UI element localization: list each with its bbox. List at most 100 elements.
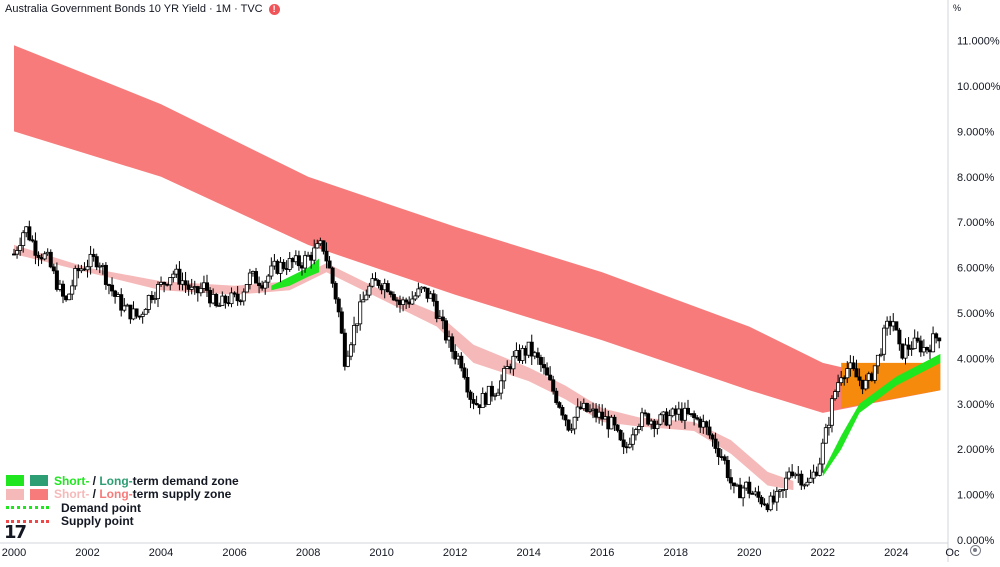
candle-body — [643, 412, 648, 415]
candle-body — [348, 344, 353, 357]
y-tick-label: 7.000% — [957, 217, 995, 229]
candle-body — [404, 299, 409, 303]
candle-body — [829, 398, 834, 426]
demand-suffix-text: term demand zone — [132, 473, 239, 488]
y-tick-label: 1.000% — [957, 490, 995, 502]
candle-body — [18, 245, 23, 251]
candle-body — [440, 316, 445, 322]
tradingview-logo[interactable]: 17 — [4, 522, 27, 543]
candle-body — [909, 348, 914, 350]
candle-body — [474, 402, 479, 406]
candle-body — [339, 311, 344, 334]
candle-body — [768, 495, 773, 511]
demand-short-swatch — [6, 475, 24, 487]
x-tick-label: 2022 — [811, 547, 835, 559]
candle-body — [21, 232, 26, 246]
candle-body — [496, 392, 501, 396]
candle-body — [94, 256, 99, 268]
supply-short-swatch — [6, 488, 24, 500]
candle-body — [450, 336, 455, 352]
candle-body — [67, 293, 72, 301]
candle-body — [413, 295, 418, 300]
candle-body — [633, 429, 638, 436]
candle-body — [168, 277, 173, 286]
y-tick-label: 6.000% — [957, 263, 995, 275]
chart-title: Australia Government Bonds 10 YR Yield ·… — [5, 3, 263, 15]
candle-body — [410, 298, 415, 305]
x-tick-label: 2012 — [443, 547, 467, 559]
candle-body — [912, 337, 917, 349]
candle-body — [823, 427, 828, 444]
candle-body — [756, 491, 761, 498]
candle-body — [70, 285, 75, 295]
candle-body — [784, 477, 789, 490]
candle-body — [695, 417, 700, 420]
candle-body — [241, 291, 246, 302]
y-tick-label: 5.000% — [957, 308, 995, 320]
legend: Short- / Long- term demand zone Short- /… — [6, 474, 239, 528]
candle-body — [934, 333, 939, 339]
candle-body — [61, 283, 66, 297]
demand-point-text: Demand point — [61, 500, 141, 515]
candle-body — [27, 226, 32, 241]
candle-body — [802, 484, 807, 487]
candle-body — [894, 321, 899, 331]
candle-body — [875, 354, 880, 367]
candle-body — [799, 473, 804, 486]
candle-body — [385, 283, 390, 293]
candle-body — [805, 481, 810, 486]
candle-body — [247, 272, 252, 285]
candle-body — [630, 434, 635, 445]
x-tick-label: 2002 — [75, 547, 99, 559]
candle-body — [587, 409, 592, 412]
candle-body — [722, 456, 727, 461]
candle-body — [465, 376, 470, 393]
candle-body — [897, 329, 902, 345]
candle-body — [205, 282, 210, 291]
candle-body — [364, 294, 369, 301]
candle-body — [572, 416, 577, 430]
x-tick-label: 2016 — [590, 547, 614, 559]
candle-body — [731, 482, 736, 487]
candle-body — [658, 414, 663, 425]
candle-body — [535, 352, 540, 358]
candle-body — [836, 382, 841, 392]
candle-body — [113, 290, 118, 297]
candle-body — [854, 368, 859, 378]
candle-body — [287, 258, 292, 270]
candle-body — [122, 305, 127, 311]
y-tick-label: 3.000% — [957, 399, 995, 411]
demand-sep-text: / — [89, 473, 100, 488]
candle-body — [336, 298, 341, 313]
candle-body — [345, 355, 350, 367]
candle-body — [462, 367, 467, 378]
candle-body — [33, 240, 38, 256]
candle-body — [51, 266, 56, 272]
candle-body — [554, 390, 559, 403]
y-tick-label: 2.000% — [957, 444, 995, 456]
candle-body — [492, 394, 497, 397]
candle-body — [538, 357, 543, 365]
candle-body — [434, 300, 439, 319]
candle-body — [149, 295, 154, 300]
candle-body — [223, 295, 228, 304]
candle-body — [584, 402, 589, 412]
supply-point-swatch — [6, 519, 49, 523]
candle-body — [88, 253, 93, 268]
candle-body — [636, 426, 641, 431]
candle-body — [627, 443, 632, 448]
alert-icon[interactable]: ! — [268, 3, 280, 15]
candle-body — [872, 365, 877, 381]
candle-body — [217, 305, 222, 307]
candle-body — [762, 503, 767, 506]
gear-icon[interactable] — [970, 545, 981, 556]
y-tick-label: 11.000% — [957, 36, 1000, 48]
candle-body — [36, 254, 41, 258]
candle-body — [254, 271, 259, 284]
candle-body — [682, 407, 687, 421]
candle-body — [937, 337, 942, 342]
supply-suffix-text: term supply zone — [132, 487, 232, 502]
candle-body — [563, 414, 568, 421]
